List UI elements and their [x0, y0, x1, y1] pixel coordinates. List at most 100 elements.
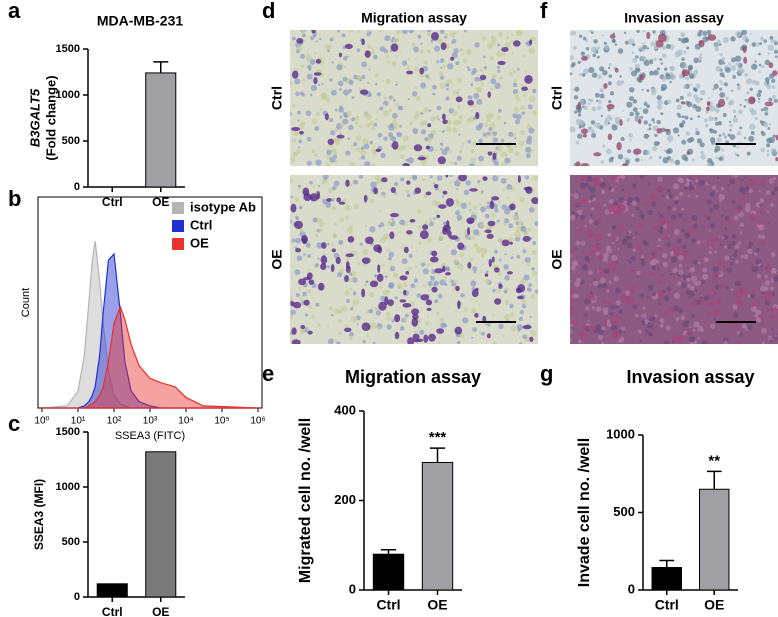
texture-dot: [422, 283, 427, 288]
texture-dot: [491, 73, 497, 79]
cell: [425, 145, 431, 150]
texture-dot: [362, 248, 369, 256]
cell: [570, 305, 575, 314]
texture-dot: [731, 200, 736, 204]
texture-dot: [432, 92, 436, 96]
texture-dot: [607, 232, 612, 237]
texture-dot: [742, 35, 749, 42]
texture-dot: [293, 131, 299, 136]
texture-dot: [654, 314, 658, 318]
cell: [735, 290, 742, 299]
cell: [517, 295, 524, 300]
texture-dot: [589, 98, 594, 103]
texture-dot: [608, 122, 611, 125]
texture-dot: [400, 177, 405, 182]
cell: [291, 70, 299, 79]
texture-dot: [604, 117, 609, 122]
texture-dot: [580, 240, 586, 246]
texture-dot: [720, 186, 725, 191]
texture-dot: [458, 133, 461, 136]
texture-dot: [573, 95, 579, 100]
texture-dot: [338, 318, 343, 323]
texture-dot: [681, 281, 688, 289]
texture-dot: [659, 318, 665, 324]
texture-dot: [729, 134, 736, 140]
cell: [703, 213, 707, 219]
texture-dot: [485, 135, 489, 139]
texture-dot: [433, 283, 436, 287]
texture-dot: [456, 214, 463, 221]
cell: [361, 322, 371, 331]
texture-dot: [523, 54, 526, 58]
texture-dot: [615, 261, 618, 264]
texture-dot: [629, 87, 635, 93]
texture-dot: [345, 150, 351, 156]
texture-dot: [695, 195, 699, 199]
texture-dot: [414, 330, 419, 335]
texture-dot: [316, 242, 323, 249]
texture-dot: [614, 43, 618, 46]
texture-dot: [666, 188, 671, 193]
texture-dot: [504, 253, 507, 256]
texture-dot: [517, 220, 524, 227]
texture-dot: [721, 148, 725, 152]
texture-dot: [482, 55, 486, 59]
texture-dot: [316, 217, 323, 224]
texture-dot: [759, 198, 765, 203]
cell: [625, 295, 634, 305]
cell: [524, 74, 533, 84]
texture-dot: [714, 47, 719, 52]
cell: [570, 249, 575, 253]
texture-dot: [601, 282, 607, 289]
texture-dot: [700, 154, 706, 160]
texture-dot: [420, 111, 424, 116]
texture-dot: [742, 192, 746, 196]
texture-dot: [529, 316, 532, 319]
texture-dot: [635, 313, 639, 318]
texture-dot: [360, 164, 364, 166]
texture-dot: [426, 49, 431, 54]
texture-dot: [337, 272, 343, 278]
texture-dot: [396, 80, 400, 84]
cell: [581, 55, 588, 61]
texture-dot: [767, 44, 775, 51]
texture-dot: [394, 54, 398, 58]
texture-dot: [640, 255, 645, 259]
cell: [317, 282, 325, 291]
texture-dot: [504, 42, 511, 48]
texture-dot: [385, 78, 391, 85]
texture-dot: [377, 132, 383, 138]
texture-dot: [417, 34, 422, 39]
texture-dot: [368, 68, 371, 71]
texture-dot: [384, 275, 388, 279]
y-tick-label: 200: [334, 492, 356, 507]
texture-dot: [617, 48, 624, 54]
texture-dot: [689, 267, 696, 273]
texture-dot: [736, 146, 740, 149]
texture-dot: [709, 223, 715, 229]
texture-dot: [471, 236, 475, 240]
texture-dot: [745, 78, 753, 85]
cell: [347, 236, 355, 243]
texture-dot: [528, 288, 532, 292]
texture-dot: [521, 111, 525, 115]
texture-dot: [386, 324, 392, 330]
texture-dot: [511, 33, 515, 37]
texture-dot: [400, 246, 404, 249]
texture-dot: [600, 114, 604, 118]
texture-dot: [360, 149, 367, 156]
cell: [391, 140, 399, 150]
texture-dot: [346, 227, 353, 234]
texture-dot: [299, 296, 304, 301]
texture-dot: [315, 302, 320, 307]
y-tick-label: 0: [74, 181, 80, 193]
texture-dot: [525, 153, 531, 159]
panel-letter: d: [262, 0, 275, 23]
cell: [447, 230, 452, 238]
texture-dot: [650, 201, 657, 207]
texture-dot: [679, 95, 684, 100]
texture-dot: [637, 329, 643, 334]
texture-dot: [764, 109, 768, 113]
texture-dot: [401, 258, 408, 265]
texture-dot: [485, 323, 488, 326]
